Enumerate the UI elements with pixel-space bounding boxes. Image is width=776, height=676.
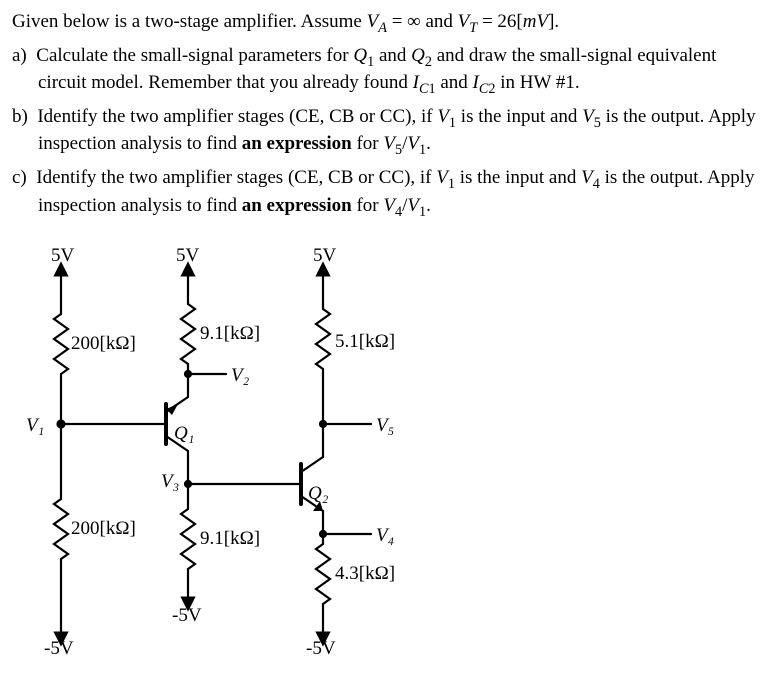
eq1: = ∞ <box>387 11 421 32</box>
node-v5: V₅ <box>376 415 394 436</box>
supply-top-right: 5V <box>313 245 337 266</box>
a-q1: Q <box>353 45 367 66</box>
b-bold: an expression <box>242 133 352 154</box>
r-in-bot: 200[kΩ] <box>71 518 136 539</box>
part-c: c) Identify the two amplifier stages (CE… <box>12 166 764 221</box>
node-v4: V₄ <box>376 525 394 546</box>
a-ic1n: 1 <box>428 81 435 97</box>
q2-label: Q₂ <box>308 483 329 504</box>
part-b: b) Identify the two amplifier stages (CE… <box>12 105 764 160</box>
c-bold: an expression <box>242 195 352 216</box>
part-b-label: b) <box>12 106 28 127</box>
a-l2-pre: circuit model. Remember that you already… <box>38 72 413 93</box>
c-l2-post: for V4/V1. <box>352 195 431 216</box>
r-c2: 5.1[kΩ] <box>335 331 395 352</box>
intro-and: and <box>421 11 458 32</box>
a-q2: Q <box>411 45 425 66</box>
intro-post: . <box>554 11 559 32</box>
part-c-label: c) <box>12 167 27 188</box>
va-sym: VA <box>367 11 387 32</box>
supply-bot-mid: -5V <box>172 605 202 626</box>
a-l2-post: in HW #1. <box>495 72 579 93</box>
circuit-diagram: 5V 5V 5V 200[kΩ] 200[kΩ] 9.1[kΩ] 9.1[kΩ]… <box>16 239 764 666</box>
q1-label: Q₁ <box>174 423 194 444</box>
a-and1: and <box>374 45 411 66</box>
a-l1-pre: Calculate the small-signal parameters fo… <box>36 45 353 66</box>
intro-pre: Given below is a two-stage amplifier. As… <box>12 11 367 32</box>
part-a-label: a) <box>12 45 27 66</box>
supply-top-left: 5V <box>51 245 75 266</box>
node-v1: V₁ <box>26 415 44 436</box>
a-ic1: IC <box>413 72 429 93</box>
b-l2-post: for V5/V1. <box>352 133 431 154</box>
vt-sym: VT <box>458 11 478 32</box>
node-v2: V₂ <box>231 365 250 386</box>
a-l1-post: and draw the small-signal equivalent <box>432 45 716 66</box>
a-and2: and <box>436 72 473 93</box>
a-ic2: IC <box>473 72 489 93</box>
node-v3: V₃ <box>161 471 179 492</box>
supply-bot-right: -5V <box>306 638 336 659</box>
a-q2s: 2 <box>425 53 432 69</box>
eq2: = 26[mV] <box>477 11 554 32</box>
r-c1: 9.1[kΩ] <box>200 323 260 344</box>
part-a: a) Calculate the small-signal parameters… <box>12 44 764 99</box>
r-e1: 9.1[kΩ] <box>200 528 260 549</box>
r-e2: 4.3[kΩ] <box>335 563 395 584</box>
supply-bot-left: -5V <box>44 638 74 659</box>
r-in-top: 200[kΩ] <box>71 333 136 354</box>
b-l1: Identify the two amplifier stages (CE, C… <box>37 106 704 127</box>
supply-top-mid: 5V <box>176 245 200 266</box>
c-l1: Identify the two amplifier stages (CE, C… <box>36 167 703 188</box>
problem-intro: Given below is a two-stage amplifier. As… <box>12 10 764 38</box>
